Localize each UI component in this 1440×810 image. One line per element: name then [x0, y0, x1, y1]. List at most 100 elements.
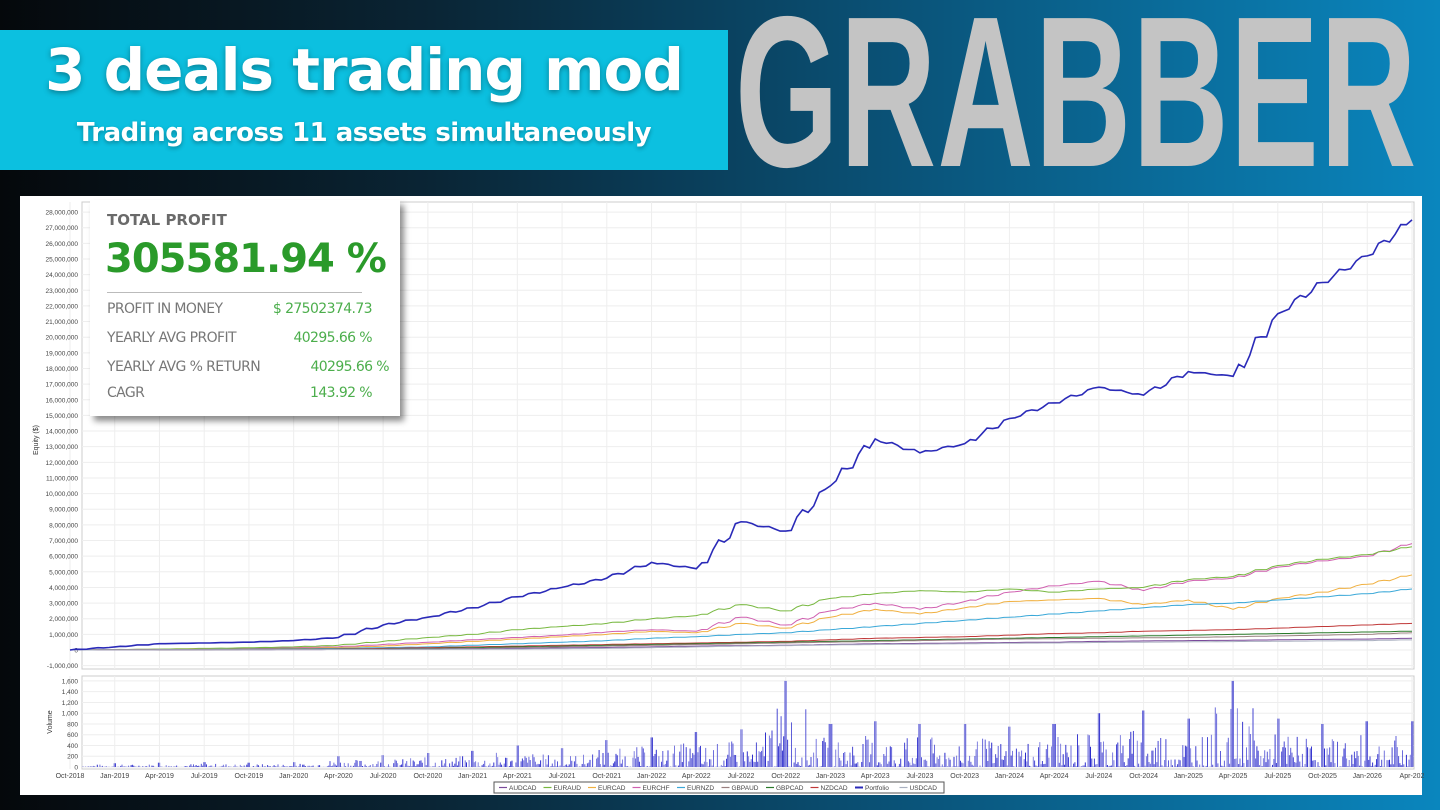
banner-subtitle: Trading across 11 assets simultaneously: [76, 118, 652, 148]
y-axis-title: Equity ($): [33, 425, 40, 455]
total-profit-label: TOTAL PROFIT: [107, 211, 227, 229]
x-tick-label: Oct-2024: [1129, 773, 1158, 780]
x-tick-label: Apr-2025: [1219, 773, 1248, 780]
legend-label: USDCAD: [910, 785, 938, 792]
x-tick-label: Apr-202: [1400, 773, 1425, 780]
y-tick-label: 5,000,000: [49, 569, 78, 576]
y-tick-label: 11,000,000: [46, 475, 78, 482]
x-tick-label: Oct-2021: [592, 773, 621, 780]
stat-label: YEARLY AVG PROFIT: [107, 330, 237, 346]
x-tick-label: Jul-2023: [907, 773, 934, 780]
x-tick-label: Jul-2020: [370, 773, 397, 780]
x-tick-label: Apr-2021: [503, 773, 532, 780]
x-tick-label: Apr-2020: [324, 773, 353, 780]
legend-box: [493, 781, 945, 794]
x-tick-label: Oct-2019: [235, 773, 264, 780]
legend-label: GBPAUD: [732, 785, 759, 792]
x-tick-label: Apr-2023: [861, 773, 890, 780]
x-tick-label: Jan-2025: [1174, 773, 1203, 780]
volume-tick-label: 1,400: [62, 689, 79, 696]
stats-card: TOTAL PROFIT 305581.94 % PROFIT IN MONEY…: [90, 200, 400, 416]
x-tick-label: Oct-2018: [56, 773, 85, 780]
y-tick-label: 14,000,000: [45, 429, 78, 436]
stat-label: YEARLY AVG % RETURN: [107, 359, 261, 375]
y-tick-label: 2,000,000: [49, 616, 78, 623]
stat-row-cagr: CAGR 143.92 %: [107, 385, 373, 401]
stat-label: PROFIT IN MONEY: [107, 301, 223, 317]
stat-value: $ 27502374.73: [272, 301, 373, 317]
total-profit-value: 305581.94 %: [105, 236, 387, 282]
y-tick-label: 13,000,000: [45, 444, 78, 451]
legend-label: EURNZD: [687, 785, 714, 792]
x-tick-label: Jul-2019: [191, 773, 218, 780]
x-tick-label: Jan-2026: [1353, 773, 1382, 780]
volume-tick-label: 400: [67, 743, 78, 750]
title-banner: 3 deals trading mod Trading across 11 as…: [0, 30, 728, 170]
x-tick-label: Jul-2022: [728, 773, 755, 780]
stat-row-yearly-avg-profit: YEARLY AVG PROFIT 40295.66 %: [107, 330, 373, 346]
legend-label: EURCAD: [598, 785, 626, 792]
y-tick-label: 0: [74, 648, 78, 655]
banner-title: 3 deals trading mod: [45, 36, 684, 104]
y-tick-label: 19,000,000: [45, 350, 78, 357]
y-tick-label: 9,000,000: [49, 507, 78, 514]
x-tick-label: Oct-2025: [1308, 773, 1337, 780]
legend-label: EURAUD: [554, 785, 582, 792]
y-tick-label: 4,000,000: [49, 585, 78, 592]
x-tick-label: Apr-2024: [1040, 773, 1069, 780]
series-line-portfolio: [69, 219, 1413, 651]
y-tick-label: -1,000,000: [47, 663, 78, 670]
stat-value: 40295.66 %: [293, 330, 372, 346]
stat-value: 40295.66 %: [310, 359, 389, 375]
legend-label: AUDCAD: [509, 785, 537, 792]
y-tick-label: 15,000,000: [45, 413, 78, 420]
y-tick-label: 22,000,000: [45, 303, 78, 310]
y-tick-label: 18,000,000: [45, 366, 78, 373]
x-tick-label: Oct-2020: [413, 773, 442, 780]
x-tick-label: Jan-2020: [279, 773, 308, 780]
y-tick-label: 25,000,000: [45, 257, 78, 264]
x-tick-label: Jan-2019: [100, 773, 129, 780]
y-tick-label: 21,000,000: [45, 319, 78, 326]
y-tick-label: 1,000,000: [49, 632, 78, 639]
y-tick-label: 6,000,000: [49, 554, 78, 561]
stat-row-profit-money: PROFIT IN MONEY $ 27502374.73: [107, 301, 373, 317]
legend-label: GBPCAD: [776, 785, 804, 792]
stat-value: 143.92 %: [310, 385, 373, 401]
y-tick-label: 10,000,000: [45, 491, 78, 498]
series-line-usdcad: [70, 639, 1413, 651]
x-tick-label: Apr-2019: [145, 773, 174, 780]
series-line-euraud: [69, 546, 1413, 651]
y-tick-label: 26,000,000: [45, 241, 78, 248]
y-tick-label: 23,000,000: [45, 288, 78, 295]
y-tick-label: 28,000,000: [45, 210, 78, 217]
x-tick-label: Jan-2023: [816, 773, 845, 780]
y-tick-label: 8,000,000: [49, 522, 78, 529]
legend-label: NZDCAD: [821, 785, 848, 792]
volume-tick-label: 1,000: [62, 711, 79, 718]
x-tick-label: Oct-2023: [950, 773, 979, 780]
x-tick-label: Jul-2025: [1264, 773, 1291, 780]
y-tick-label: 7,000,000: [49, 538, 78, 545]
y-tick-label: 16,000,000: [45, 397, 78, 404]
volume-tick-label: 1,200: [62, 700, 79, 707]
volume-tick-label: 800: [67, 721, 78, 728]
y-tick-label: 24,000,000: [45, 272, 78, 279]
x-tick-label: Jan-2024: [995, 773, 1024, 780]
brand-text: GRABBER: [735, 0, 1418, 212]
volume-tick-label: 200: [67, 754, 78, 761]
volume-tick-label: 0: [74, 765, 78, 772]
x-tick-label: Oct-2022: [771, 773, 800, 780]
volume-tick-label: 600: [67, 732, 78, 739]
series-line-eurchf: [69, 543, 1413, 651]
x-tick-label: Jul-2024: [1085, 773, 1112, 780]
volume-axis-title: Volume: [47, 710, 54, 733]
x-tick-label: Jan-2021: [458, 773, 487, 780]
volume-tick-label: 1,600: [62, 678, 79, 685]
volume-plot-area: [81, 675, 1415, 770]
stat-row-yearly-avg-return: YEARLY AVG % RETURN 40295.66 %: [107, 359, 390, 375]
legend-label: Portfolio: [865, 785, 889, 792]
y-tick-label: 20,000,000: [45, 335, 78, 342]
brand-logo: GRABBER: [735, 0, 1416, 199]
x-tick-label: Jan-2022: [637, 773, 666, 780]
